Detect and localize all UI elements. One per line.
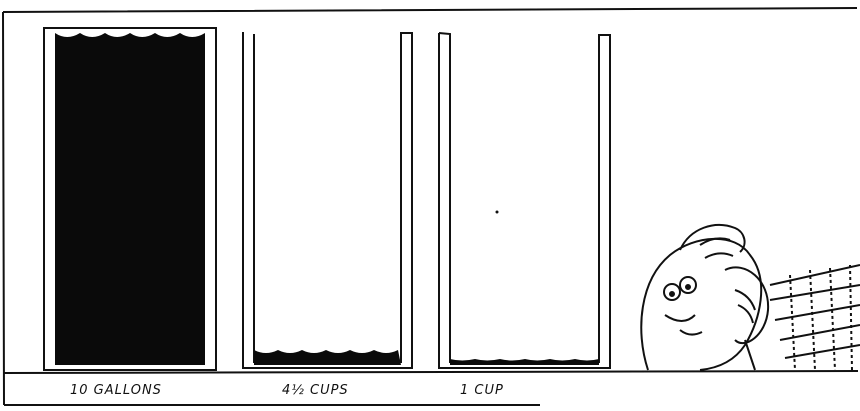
worried-figure	[640, 224, 860, 371]
container-half-cup	[242, 32, 413, 369]
container-label: 1 CUP	[460, 383, 504, 398]
container-cup	[438, 32, 611, 369]
frame	[2, 7, 859, 406]
container-label: 4½ CUPS	[282, 383, 349, 398]
container-label: 10 GALLONS	[70, 383, 162, 398]
container-full	[43, 27, 217, 371]
